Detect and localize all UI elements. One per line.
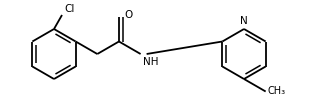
Text: CH₃: CH₃ (268, 87, 286, 97)
Text: N: N (240, 16, 248, 26)
Text: NH: NH (143, 57, 158, 67)
Text: Cl: Cl (64, 4, 74, 14)
Text: O: O (124, 10, 132, 21)
